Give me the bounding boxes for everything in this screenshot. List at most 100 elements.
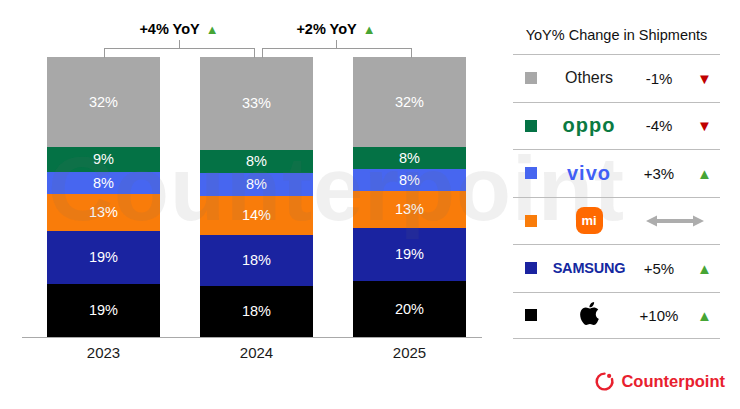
counterpoint-logo-text: Counterpoint [621,372,725,391]
bar-2023: 32% 9% 8% 13% 19% 19% [47,57,160,337]
bar-segment-apple-2024: 18% [200,286,313,337]
up-triangle-icon: ▲ [697,166,712,181]
counterpoint-logo: Counterpoint [594,371,725,392]
legend-swatch-cell [525,309,549,321]
change-value: -1% [629,70,689,87]
legend-row-samsung: SAMSUNG+5% ▲ [513,244,720,292]
legend-brand-cell: vivo [549,162,629,185]
legend-direction-cell: ▲ [689,261,720,276]
legend-row-vivo: vivo +3% ▲ [513,149,720,197]
up-triangle-icon: ▲ [697,261,712,276]
segment-value-label: 19% [89,250,118,265]
vivo-logo: vivo [567,162,611,185]
flat-arrow-icon [629,214,720,228]
bar-segment-vivo-2023: 8% [47,172,160,194]
legend-brand-cell: Others [549,69,629,87]
segment-value-label: 9% [93,152,114,167]
legend-swatch-cell [525,262,549,274]
segment-value-label: 32% [89,95,118,110]
legend-rows: Others-1%▼oppo-4%▼vivo+3%▲miSAMSUNG+5%▲+… [513,54,720,339]
segment-value-label: 18% [242,304,271,319]
apple-swatch [525,309,537,321]
down-triangle-icon: ▼ [697,118,712,133]
bar-segment-vivo-2025: 8% [353,169,466,191]
oppo-logo: oppo [563,114,616,137]
bar-segment-oppo-2024: 8% [200,150,313,173]
change-value: +5% [629,260,689,277]
change-value: -4% [629,117,689,134]
legend-row-apple: +10% ▲ [513,292,720,340]
bar-segment-others-2025: 32% [353,57,466,147]
shipments-chart-canvas: +4% YoY ▲ +2% YoY ▲ 32% 9% 8% 13% 19% 19% 33% 8% 8%… [0,0,740,409]
segment-value-label: 19% [395,247,424,262]
segment-value-label: 13% [395,202,424,217]
others-swatch [525,72,537,84]
counterpoint-logo-icon [594,371,615,392]
legend-brand-cell [549,302,629,329]
segment-value-label: 18% [242,253,271,268]
segment-value-label: 8% [399,173,420,188]
bar-segment-others-2024: 33% [200,57,313,150]
segment-value-label: 20% [395,302,424,317]
yoy-annotation-1: +4% YoY ▲ [139,21,218,37]
legend-direction-cell: ▼ [689,71,720,86]
yoy-bracket-tick-1 [179,40,180,49]
legend-row-xiaomi: mi [513,197,720,245]
bar-segment-samsung-2024: 18% [200,235,313,286]
x-axis-line [22,337,482,338]
segment-value-label: 8% [246,177,267,192]
up-triangle-icon: ▲ [697,308,712,323]
yoy-annotation-2: +2% YoY ▲ [296,21,375,37]
yoy-bracket-tick-2 [336,40,337,49]
legend-title: YoY% Change in Shipments [513,18,720,54]
segment-value-label: 8% [93,176,114,191]
legend-direction-cell: ▼ [689,118,720,133]
down-triangle-icon: ▼ [697,71,712,86]
change-value: +3% [629,165,689,182]
bar-segment-xiaomi-2025: 13% [353,191,466,227]
x-axis-label-2023: 2023 [87,344,120,361]
x-axis-label-2024: 2024 [240,344,273,361]
legend-direction-cell: ▲ [689,166,720,181]
legend-brand-cell: mi [549,207,629,234]
segment-value-label: 8% [246,154,267,169]
legend-brand-cell: SAMSUNG [549,260,629,276]
up-triangle-icon: ▲ [363,23,376,36]
segment-value-label: 19% [89,303,118,318]
legend-swatch-cell [525,120,549,132]
up-triangle-icon: ▲ [206,23,219,36]
samsung-logo: SAMSUNG [553,260,626,276]
apple-logo-icon [578,302,601,329]
legend-swatch-cell [525,215,549,227]
yoy-annotation-text: +2% YoY [296,21,356,37]
xiaomi-logo: mi [576,207,603,234]
samsung-swatch [525,262,537,274]
legend-row-others: Others -1% ▼ [513,54,720,102]
vivo-swatch [525,167,537,179]
bar-segment-others-2023: 32% [47,57,160,147]
x-axis-label-2025: 2025 [393,344,426,361]
bar-segment-xiaomi-2024: 14% [200,196,313,236]
oppo-swatch [525,120,537,132]
yoy-bracket-2 [262,48,412,58]
legend-swatch-cell [525,167,549,179]
legend-direction-cell: ▲ [689,308,720,323]
xiaomi-swatch [525,215,537,227]
segment-value-label: 8% [399,151,420,166]
bar-segment-apple-2023: 19% [47,284,160,337]
others-label: Others [565,69,613,87]
change-value: +10% [629,307,689,324]
segment-value-label: 13% [89,205,118,220]
yoy-bracket-1 [104,48,255,58]
bar-segment-samsung-2023: 19% [47,231,160,284]
legend-panel: YoY% Change in Shipments Others -1% ▼ oppo-… [513,18,720,339]
bar-segment-apple-2025: 20% [353,281,466,337]
bar-segment-samsung-2025: 19% [353,228,466,281]
bar-segment-vivo-2024: 8% [200,173,313,196]
yoy-annotation-text: +4% YoY [139,21,199,37]
segment-value-label: 14% [242,208,271,223]
bar-2024: 33% 8% 8% 14% 18% 18% [200,57,313,337]
legend-swatch-cell [525,72,549,84]
bar-2025: 32% 8% 8% 13% 19% 20% [353,57,466,337]
segment-value-label: 32% [395,95,424,110]
